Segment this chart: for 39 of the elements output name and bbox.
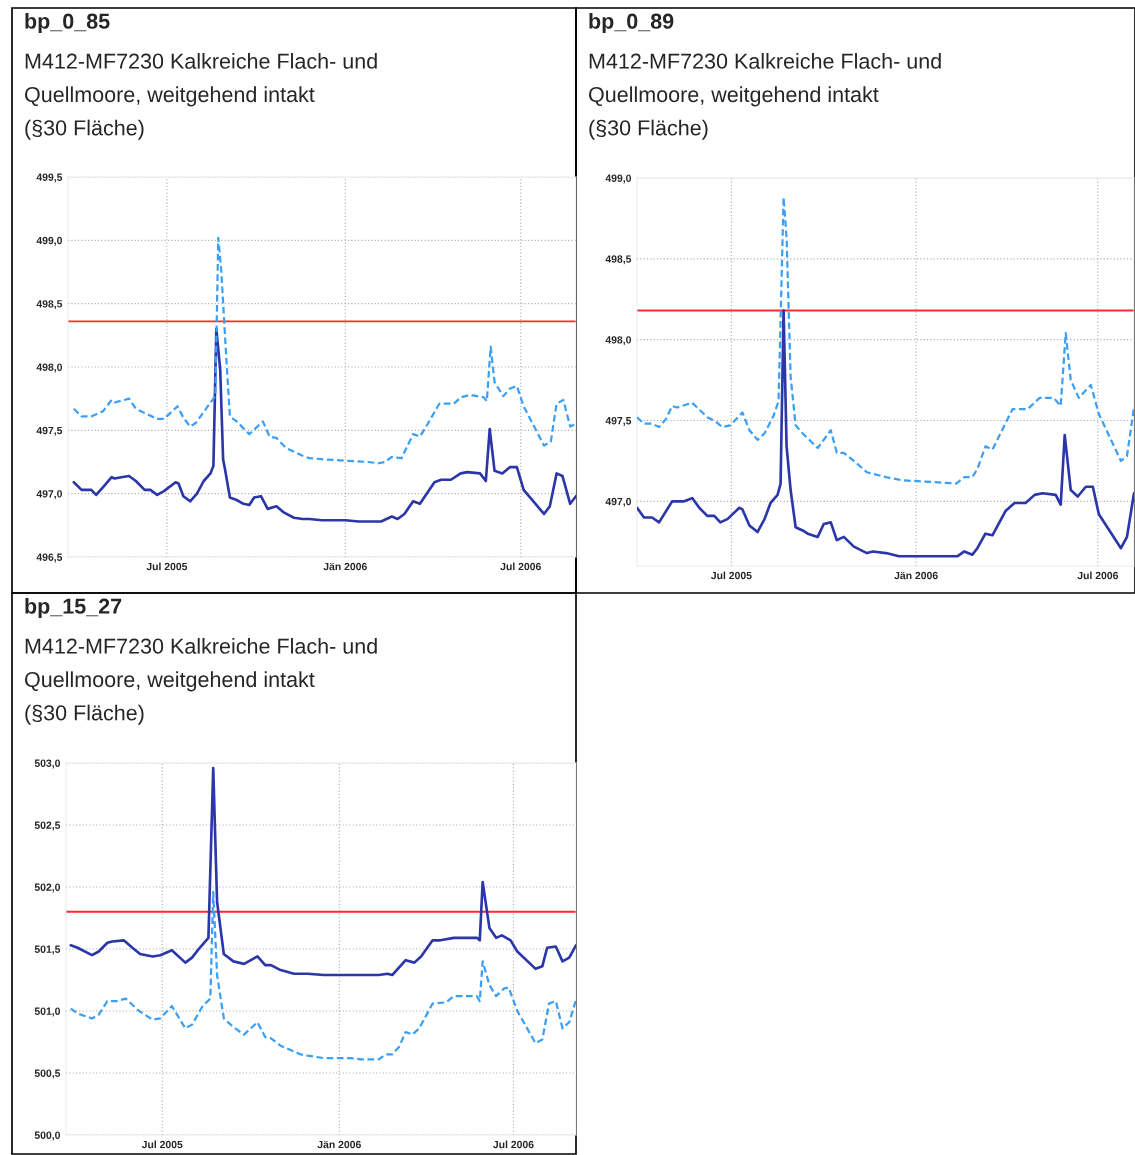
y-tick-label: 501,0 [34, 1007, 61, 1017]
chart-title: bp_0_89 [589, 13, 674, 34]
y-tick-label: 500,5 [34, 1069, 61, 1079]
y-tick-label: 503,0 [34, 759, 61, 769]
x-tick-label: Jul 2005 [146, 562, 188, 571]
x-tick-label: Jul 2006 [500, 562, 541, 571]
x-tick-label: Jän 2006 [317, 1140, 361, 1149]
y-tick-label: 498,0 [605, 336, 632, 346]
y-tick-label: 496,5 [36, 553, 63, 563]
y-tick-label: 502,0 [34, 883, 61, 893]
y-tick-label: 497,0 [36, 490, 63, 500]
chart-subtitle: M412-MF7230 Kalkreiche Flach- und Quellmoore, weitgehend intakt (§30 Fläche) [25, 53, 377, 140]
y-tick-label: 499,5 [36, 173, 63, 183]
y-tick-label: 499,0 [36, 236, 63, 246]
y-tick-label: 502,5 [34, 821, 61, 831]
y-tick-label: 498,5 [36, 300, 63, 310]
x-tick-label: Jul 2005 [710, 571, 752, 580]
x-tick-label: Jul 2006 [493, 1140, 534, 1149]
line-series [637, 309, 1134, 558]
y-tick-label: 498,0 [36, 363, 63, 373]
y-tick-label: 500,0 [34, 1131, 61, 1141]
line-series [69, 766, 576, 977]
chart-subtitle: M412-MF7230 Kalkreiche Flach- und Quellmoore, weitgehend intakt (§30 Fläche) [589, 53, 941, 140]
y-tick-label: 497,5 [36, 426, 63, 436]
line-series [72, 236, 576, 465]
line-series [69, 890, 576, 1061]
x-tick-label: Jän 2006 [894, 571, 938, 580]
chart-title: bp_15_27 [25, 598, 122, 619]
x-tick-label: Jul 2005 [141, 1140, 183, 1149]
chart-title: bp_0_85 [25, 13, 110, 34]
x-tick-label: Jul 2006 [1077, 571, 1119, 580]
y-tick-label: 498,5 [605, 255, 632, 265]
chart-subtitle: M412-MF7230 Kalkreiche Flach- und Quellmoore, weitgehend intakt (§30 Fläche) [25, 638, 377, 725]
y-tick-label: 501,5 [34, 945, 61, 955]
y-tick-label: 499,0 [605, 174, 632, 184]
x-tick-label: Jän 2006 [323, 562, 367, 571]
line-series [637, 196, 1134, 485]
y-tick-label: 497,0 [605, 497, 632, 507]
y-tick-label: 497,5 [605, 417, 632, 426]
